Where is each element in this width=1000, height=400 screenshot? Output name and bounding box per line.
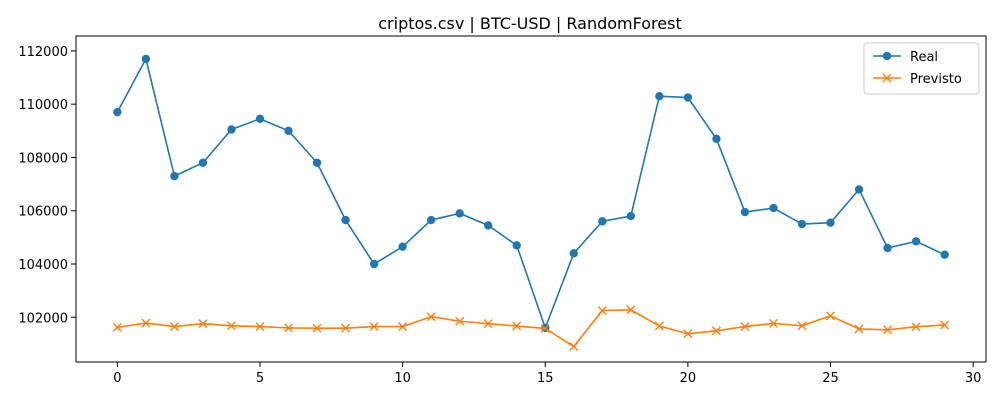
x-tick-label: 15: [537, 371, 554, 386]
data-point: [540, 323, 550, 333]
x-tick-label: 5: [256, 371, 264, 386]
data-point: [369, 259, 379, 269]
data-point: [484, 221, 493, 230]
data-point: [911, 237, 921, 246]
y-tick-label: 108000: [18, 151, 68, 166]
data-point: [683, 329, 693, 339]
data-point: [398, 242, 407, 251]
data-point: [312, 323, 322, 333]
data-point: [911, 322, 921, 332]
data-point: [569, 342, 579, 352]
data-point: [769, 203, 778, 213]
data-point: [569, 249, 578, 258]
data-point: [854, 185, 864, 194]
data-point: [455, 209, 464, 218]
x-tick-label: 10: [394, 371, 411, 386]
y-tick-label: 112000: [18, 45, 68, 60]
data-point: [426, 312, 436, 322]
x-tick-label: 25: [822, 371, 839, 386]
x-tick-label: 30: [965, 371, 982, 386]
data-point: [341, 323, 351, 333]
data-point: [198, 319, 208, 329]
data-point: [797, 321, 807, 331]
y-tick-label: 102000: [18, 311, 68, 326]
data-point: [255, 114, 265, 124]
data-point: [512, 321, 522, 331]
plot-frame: [75, 35, 987, 363]
data-point: [170, 171, 179, 181]
data-point: [883, 325, 893, 335]
series-line: [116, 56, 945, 331]
legend-label: Previsto: [910, 72, 962, 87]
series-real: [113, 54, 949, 333]
legend-marker: [882, 73, 892, 83]
data-point: [883, 243, 892, 253]
data-point: [683, 93, 693, 102]
data-point: [112, 322, 122, 332]
data-point: [655, 91, 664, 101]
x-tick-label: 0: [113, 371, 121, 386]
data-point: [169, 322, 179, 332]
data-point: [512, 241, 521, 250]
data-point: [226, 321, 236, 331]
data-point: [797, 219, 807, 229]
data-point: [369, 322, 379, 332]
data-point: [940, 250, 949, 259]
axes: 0 5 10 15 20 25 30 102000 104000 106000 108000 1100…: [18, 35, 987, 386]
data-point: [198, 158, 208, 167]
data-point: [826, 218, 835, 227]
data-point: [284, 323, 294, 333]
data-point: [711, 326, 721, 336]
legend-label: Real: [910, 50, 938, 65]
data-point: [255, 322, 265, 332]
y-tick-label: 104000: [18, 258, 68, 273]
legend-marker: [882, 51, 892, 61]
data-point: [854, 324, 864, 334]
series-line: [117, 308, 945, 348]
data-point: [740, 322, 750, 332]
y-tick-label: 106000: [18, 205, 68, 220]
data-point: [398, 322, 408, 332]
y-tick-label: 110000: [18, 98, 68, 113]
series-layer: [112, 54, 950, 352]
data-point: [284, 126, 293, 136]
data-point: [712, 134, 721, 144]
x-tick-label: 20: [680, 371, 697, 386]
data-point: [740, 207, 750, 217]
data-point: [626, 211, 636, 221]
data-point: [626, 305, 636, 315]
legend-item-real: Real: [873, 50, 938, 65]
data-point: [426, 215, 436, 225]
data-point: [598, 217, 607, 226]
chart-title: criptos.csv | BTC-USD | RandomForest: [378, 14, 681, 33]
series-previsto: [112, 305, 950, 352]
data-point: [768, 318, 778, 328]
data-point: [455, 316, 465, 326]
data-point: [654, 321, 664, 331]
data-point: [483, 319, 493, 329]
data-point: [113, 107, 122, 117]
data-point: [826, 311, 836, 321]
data-point: [227, 125, 236, 134]
data-point: [141, 54, 151, 64]
legend-item-previsto: Previsto: [873, 72, 962, 87]
data-point: [141, 318, 151, 328]
data-point: [940, 320, 950, 330]
data-point: [341, 215, 350, 225]
data-point: [312, 158, 322, 167]
legend: Real Previsto: [863, 42, 980, 95]
data-point: [597, 306, 607, 316]
